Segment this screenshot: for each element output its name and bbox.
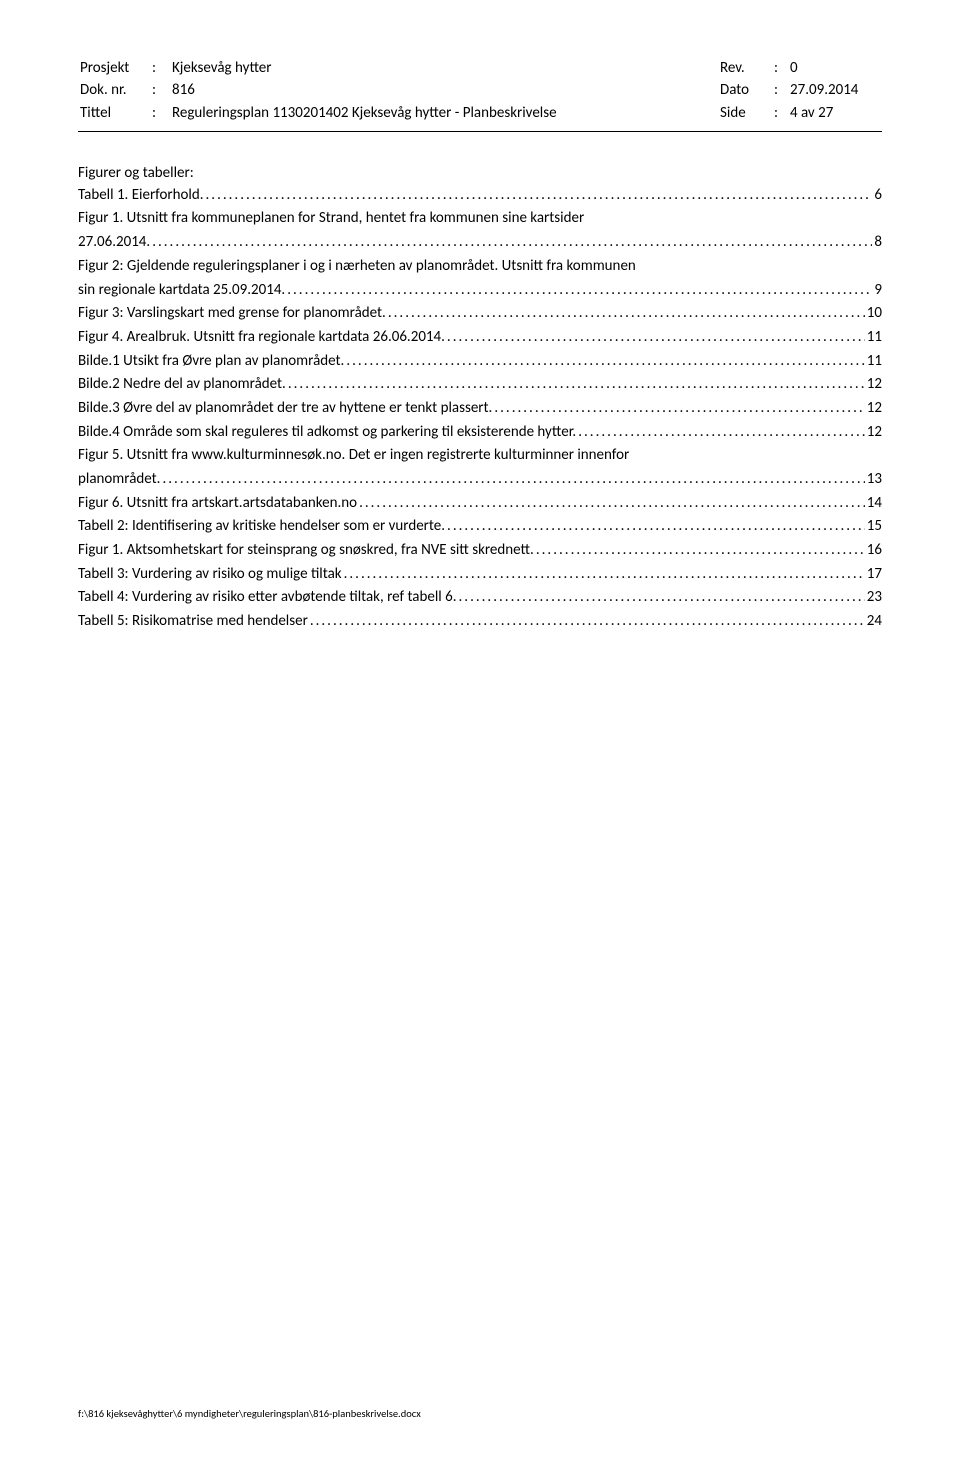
toc-page: 10 [865,302,882,326]
toc-leader [445,515,865,539]
toc-page: 12 [865,397,882,421]
doc-header: Prosjekt:Kjeksevåg hytterRev.:0Dok. nr.:… [78,56,882,125]
toc-page: 8 [872,231,882,255]
toc-page: 14 [865,492,882,516]
header-label: Prosjekt [80,58,150,78]
toc-entry: Figur 6. Utsnitt fra artskart.artsdataba… [78,492,882,516]
header-label: Tittel [80,103,150,123]
toc-entry: Tabell 2: Identifisering av kritiske hen… [78,515,882,539]
toc-text: Figur 1. Aktsomhetskart for steinsprang … [78,539,534,563]
toc-page: 15 [865,515,882,539]
header-right-colon: : [774,58,788,78]
toc-entry: Tabell 3: Vurdering av risiko og mulige … [78,563,882,587]
toc-text: Tabell 1. Eierforhold. [78,184,204,208]
toc-leader [150,231,872,255]
toc-text: Bilde.3 Øvre del av planområdet der tre … [78,397,492,421]
toc-entry: Figur 1. Aktsomhetskart for steinsprang … [78,539,882,563]
toc-page: 11 [865,350,882,374]
header-value: 816 [172,80,718,100]
toc-list: Tabell 1. Eierforhold. 6Figur 1. Utsnitt… [78,184,882,634]
header-row: Prosjekt:Kjeksevåg hytterRev.:0 [80,58,880,78]
header-right-value: 27.09.2014 [790,80,880,100]
header-right-colon: : [774,80,788,100]
toc-page: 12 [865,421,882,445]
toc-entry-line1: Figur 5. Utsnitt fra www.kulturminnesøk.… [78,444,882,468]
toc-section-title: Figurer og tabeller: [78,164,882,182]
header-row: Tittel:Reguleringsplan 1130201402 Kjekse… [80,103,880,123]
header-rule [78,131,882,132]
toc-entry: sin regionale kartdata 25.09.2014. 9 [78,279,882,303]
toc-page: 24 [865,610,882,634]
toc-page: 13 [865,468,882,492]
header-right-label: Rev. [720,58,772,78]
toc-leader [204,184,873,208]
toc-leader [534,539,865,563]
toc-text: Figur 6. Utsnitt fra artskart.artsdataba… [78,492,357,516]
toc-leader [342,563,865,587]
toc-leader [286,373,865,397]
toc-entry: Bilde.4 Område som skal reguleres til ad… [78,421,882,445]
toc-leader [576,421,865,445]
header-colon: : [152,58,170,78]
header-colon: : [152,103,170,123]
toc-entry: 27.06.2014. 8 [78,231,882,255]
footer-path: f:\816 kjeksevåghytter\6 myndigheter\reg… [78,1407,421,1420]
toc-leader [308,610,865,634]
header-right-value: 4 av 27 [790,103,880,123]
toc-text: Figur 3: Varslingskart med grense for pl… [78,302,386,326]
header-value: Reguleringsplan 1130201402 Kjeksevåg hyt… [172,103,718,123]
toc-text: Bilde.1 Utsikt fra Øvre plan av planområ… [78,350,344,374]
header-value: Kjeksevåg hytter [172,58,718,78]
toc-text: Tabell 2: Identifisering av kritiske hen… [78,515,445,539]
toc-leader [344,350,864,374]
toc-text: sin regionale kartdata 25.09.2014. [78,279,285,303]
toc-entry: Figur 3: Varslingskart med grense for pl… [78,302,882,326]
toc-leader [160,468,864,492]
header-right-label: Dato [720,80,772,100]
header-right-label: Side [720,103,772,123]
header-right-value: 0 [790,58,880,78]
header-right-colon: : [774,103,788,123]
toc-text: planområdet. [78,468,160,492]
header-label: Dok. nr. [80,80,150,100]
toc-leader [357,492,865,516]
toc-leader [285,279,872,303]
toc-page: 9 [872,279,882,303]
toc-text: Bilde.4 Område som skal reguleres til ad… [78,421,576,445]
toc-entry: Bilde.2 Nedre del av planområdet. 12 [78,373,882,397]
toc-text: Tabell 4: Vurdering av risiko etter avbø… [78,586,457,610]
toc-text: Figur 4. Arealbruk. Utsnitt fra regional… [78,326,445,350]
toc-entry: Bilde.3 Øvre del av planområdet der tre … [78,397,882,421]
toc-entry: Tabell 1. Eierforhold. 6 [78,184,882,208]
toc-text: 27.06.2014. [78,231,150,255]
toc-entry: Tabell 5: Risikomatrise med hendelser 24 [78,610,882,634]
toc-entry: Bilde.1 Utsikt fra Øvre plan av planområ… [78,350,882,374]
toc-text: Tabell 5: Risikomatrise med hendelser [78,610,308,634]
toc-entry: Tabell 4: Vurdering av risiko etter avbø… [78,586,882,610]
toc-entry: Figur 4. Arealbruk. Utsnitt fra regional… [78,326,882,350]
toc-text: Tabell 3: Vurdering av risiko og mulige … [78,563,342,587]
toc-page: 16 [865,539,882,563]
toc-page: 23 [865,586,882,610]
toc-text: Bilde.2 Nedre del av planområdet. [78,373,286,397]
toc-entry-line1: Figur 2: Gjeldende reguleringsplaner i o… [78,255,882,279]
toc-entry: planområdet. 13 [78,468,882,492]
toc-page: 12 [865,373,882,397]
toc-page: 6 [872,184,882,208]
toc-leader [386,302,865,326]
toc-page: 11 [865,326,882,350]
toc-leader [457,586,865,610]
toc-page: 17 [865,563,882,587]
toc-entry-line1: Figur 1. Utsnitt fra kommuneplanen for S… [78,207,882,231]
header-colon: : [152,80,170,100]
toc-leader [492,397,864,421]
header-row: Dok. nr.:816Dato:27.09.2014 [80,80,880,100]
toc-leader [445,326,865,350]
